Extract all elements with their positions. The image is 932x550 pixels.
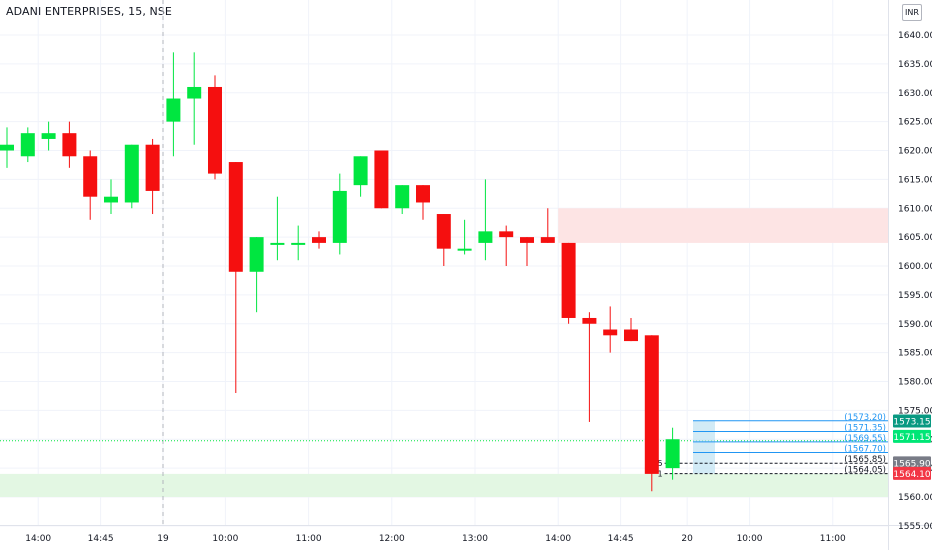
x-tick-label: 11:00 (820, 534, 846, 544)
candle-body (416, 185, 430, 203)
candle-body (540, 237, 555, 243)
candle-body (561, 242, 576, 318)
y-tick-label: 1610.00 (898, 204, 932, 214)
candle-body (603, 329, 618, 336)
price-tag-label: 1573.15 (893, 418, 930, 428)
candle-body (62, 133, 77, 157)
candle-body (228, 162, 243, 272)
fib-level-label: (1565.85) (844, 455, 886, 465)
candle-body (624, 329, 638, 342)
candle-body (20, 133, 35, 157)
x-tick-label: 12:00 (379, 534, 405, 544)
x-tick-label: 20 (681, 534, 693, 544)
y-tick-label: 1590.00 (898, 320, 932, 330)
price-tag-label: 1564.10 (893, 470, 930, 480)
y-tick-label: 1630.00 (898, 89, 932, 99)
candle-body (457, 248, 472, 251)
x-tick-label: 14:45 (608, 534, 634, 544)
chart-title: ADANI ENTERPRISES, 15, NSE (6, 5, 172, 18)
candle-body (145, 144, 160, 191)
candle-body (312, 237, 326, 243)
y-tick-label: 1600.00 (898, 262, 932, 272)
price-tag-label: 1571.15 (893, 433, 930, 443)
price-tag (893, 414, 931, 428)
candle-body (291, 242, 306, 245)
zone-rect (558, 208, 888, 243)
y-tick-label: 1615.00 (898, 175, 932, 185)
candle-body (166, 98, 181, 122)
candle-body (270, 242, 285, 245)
price-tag-label: 1565.90 (893, 459, 930, 469)
x-tick-label: 13:00 (462, 534, 488, 544)
price-tag (893, 429, 931, 443)
fib-level-label: (1567.70) (844, 445, 886, 455)
x-tick-label: 14:45 (88, 534, 114, 544)
y-tick-label: 1595.00 (898, 291, 932, 301)
y-tick-label: 1605.00 (898, 233, 932, 243)
price-tag (893, 466, 931, 480)
y-tick-label: 1585.00 (898, 349, 932, 359)
x-tick-label: 19 (157, 534, 169, 544)
candle-body (41, 133, 56, 139)
fib-level-label: (1571.35) (844, 423, 886, 433)
candle-body (395, 185, 410, 209)
currency-badge[interactable]: INR (902, 4, 922, 21)
candle-body (374, 150, 389, 209)
price-tag (893, 456, 931, 470)
fib-level-label: (1569.55) (844, 434, 886, 444)
candle-body (499, 231, 514, 238)
y-tick-label: 1560.00 (898, 493, 932, 503)
candle-body (582, 317, 597, 324)
candle-body (83, 156, 98, 197)
candle-body (353, 156, 368, 186)
x-tick-label: 10:00 (737, 534, 763, 544)
y-tick-label: 1575.00 (898, 406, 932, 416)
x-tick-label: 14:00 (545, 534, 571, 544)
fib-shade (693, 420, 715, 474)
y-tick-label: 1555.00 (898, 522, 932, 532)
y-tick-label: 1580.00 (898, 378, 932, 388)
candle-body (520, 237, 534, 243)
y-tick-label: 1625.00 (898, 118, 932, 128)
candle-body (104, 196, 118, 203)
candle-body (665, 439, 680, 469)
candle-body (208, 86, 222, 174)
zone-rect (0, 473, 888, 497)
candle-body (124, 144, 139, 203)
candle-body (0, 144, 14, 151)
x-tick-label: 14:00 (25, 534, 51, 544)
x-tick-label: 11:00 (296, 534, 322, 544)
y-tick-label: 1640.00 (898, 31, 932, 41)
fib-ratio-label: 1 (658, 470, 663, 479)
candle-body (436, 214, 451, 249)
fib-level-label: (1564.05) (844, 466, 886, 476)
x-tick-label: 10:00 (212, 534, 238, 544)
candle-body (644, 335, 659, 474)
candle-body (332, 190, 347, 243)
candle-body (187, 86, 202, 99)
candle-body (249, 237, 264, 272)
fib-level-label: (1573.20) (844, 413, 886, 423)
y-tick-label: 1620.00 (898, 147, 932, 157)
y-tick-label: 1635.00 (898, 60, 932, 70)
candle-body (478, 231, 493, 243)
